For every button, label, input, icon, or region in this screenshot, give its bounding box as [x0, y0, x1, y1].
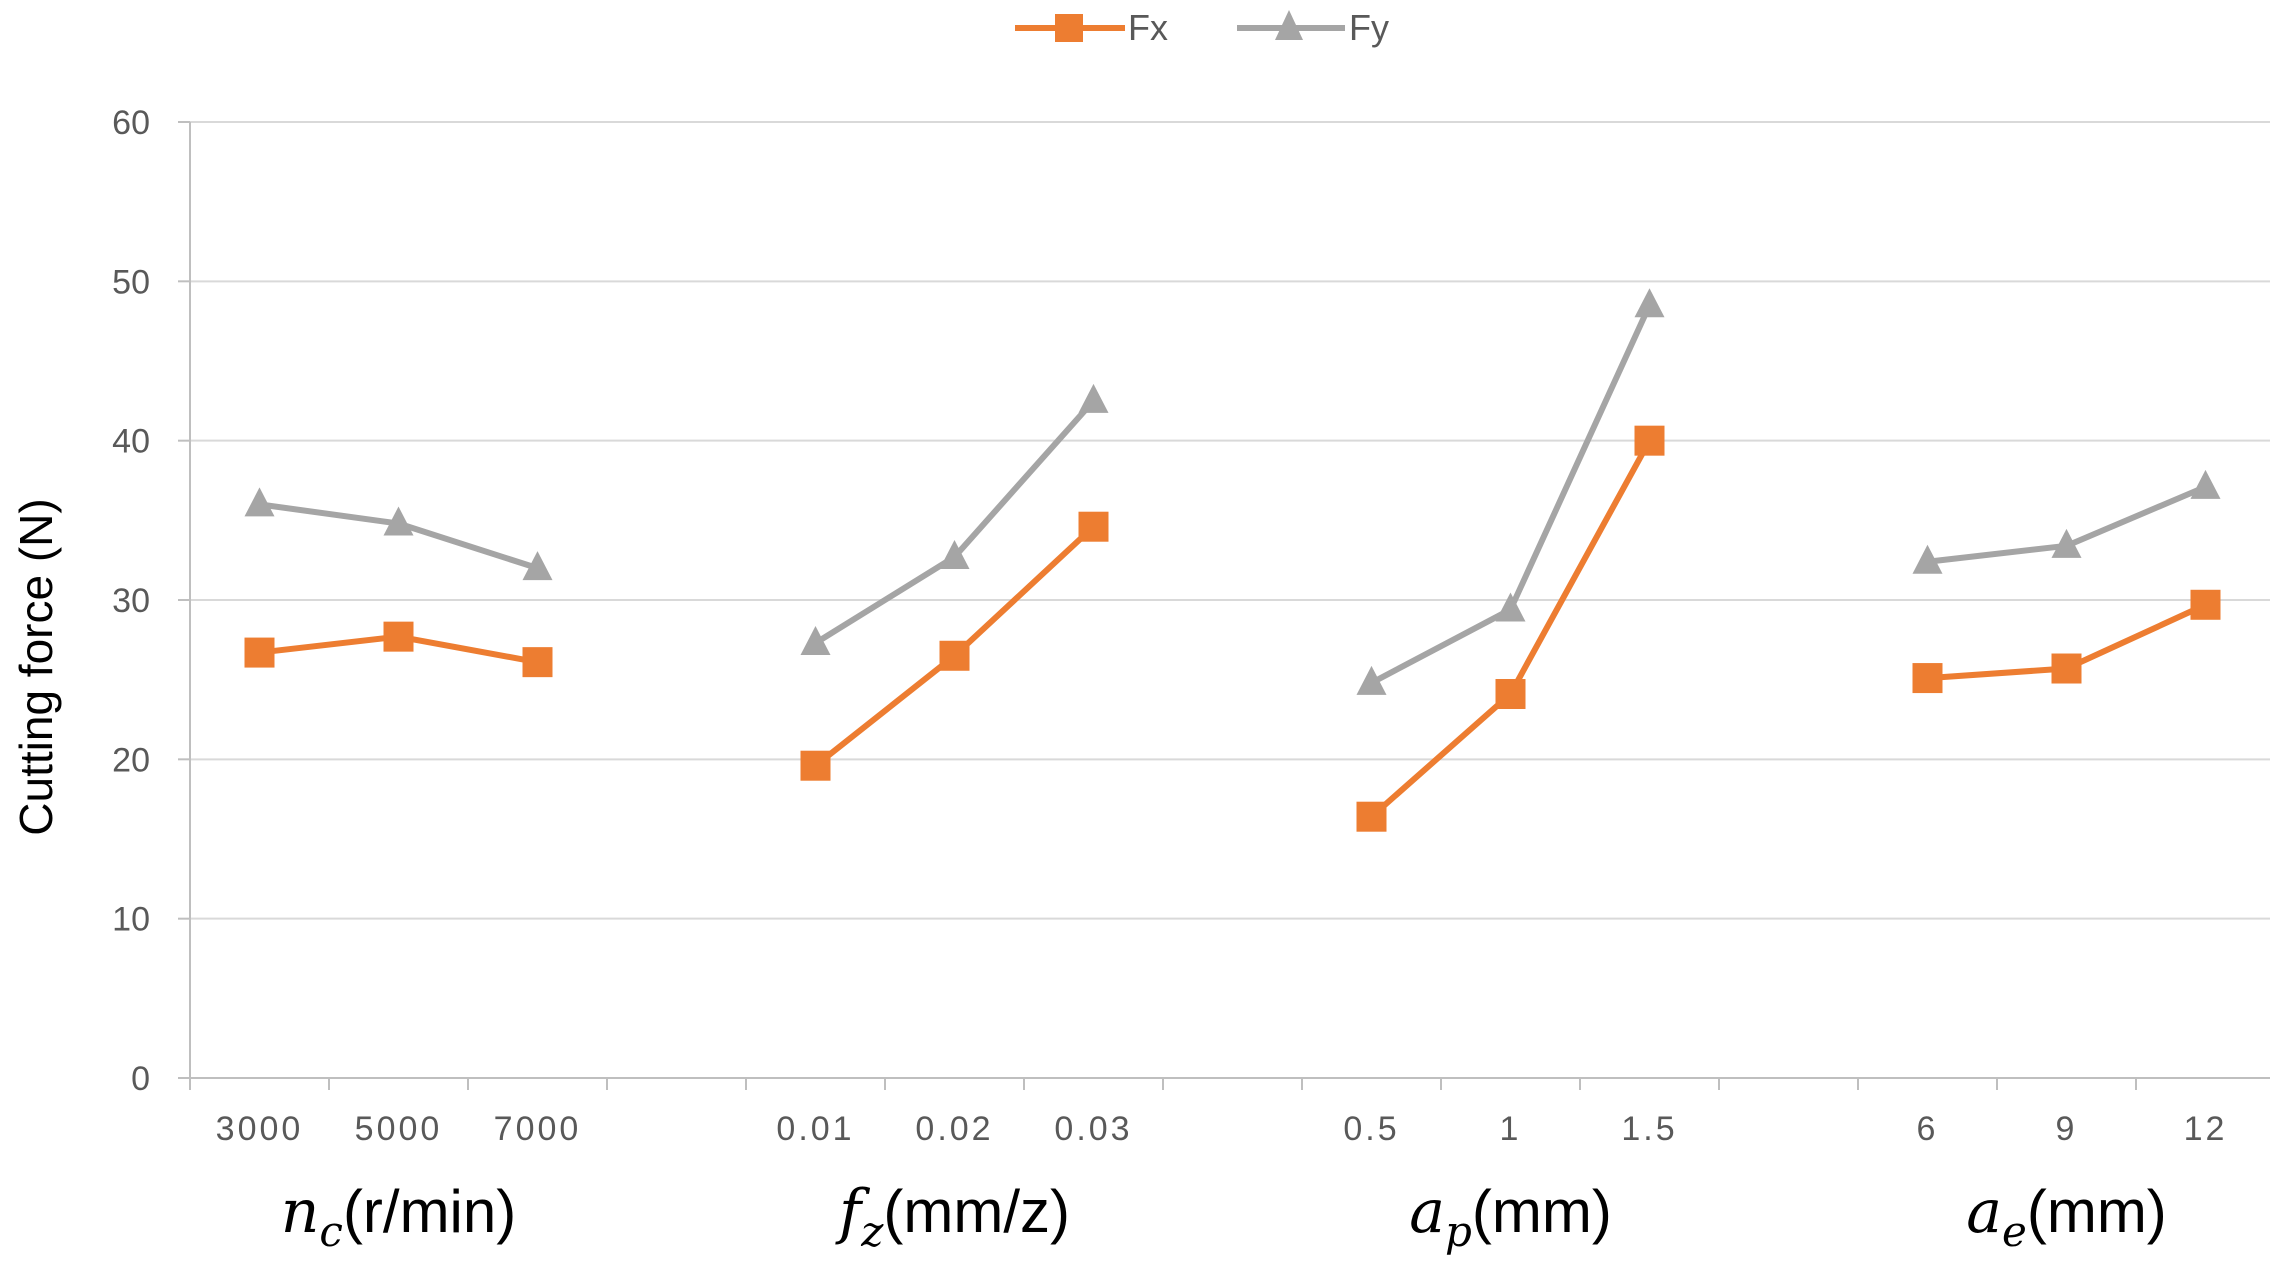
y-axis-title: Cutting force (N) [10, 498, 62, 835]
group-label-unit: (r/min) [343, 1178, 516, 1245]
fx-square-marker [1078, 511, 1109, 542]
x-tick-label: 0.03 [1054, 1110, 1132, 1148]
axes [178, 121, 2270, 1090]
y-tick-label: 40 [112, 423, 150, 461]
fx-square-marker [244, 637, 275, 668]
fx-square-marker [522, 647, 553, 678]
fx-square-marker [1356, 801, 1387, 832]
y-tick-label: 10 [112, 901, 150, 939]
y-tick-label: 20 [112, 741, 150, 779]
x-tick-label: 0.02 [915, 1110, 993, 1148]
legend-fx-square-marker [1055, 14, 1083, 42]
fx-square-marker [2190, 589, 2221, 620]
group-axis-label: ae(mm) [1966, 1177, 2167, 1256]
fy-triangle-marker [1495, 592, 1526, 622]
fy-triangle-marker [244, 487, 275, 517]
group-label-subscript: c [319, 1207, 343, 1256]
legend-fy-label: Fy [1349, 7, 1389, 48]
fy-triangle-marker [1912, 544, 1943, 574]
x-tick-label: 0.5 [1343, 1110, 1399, 1148]
fy-series-line [813, 398, 1096, 646]
y-tick-label: 50 [112, 263, 150, 301]
group-label-unit: (mm) [1472, 1178, 1612, 1245]
x-tick-label: 6 [1917, 1110, 1939, 1148]
group-label-unit: (mm) [2027, 1178, 2167, 1245]
fy-triangle-marker [2190, 469, 2221, 499]
fy-triangle-marker [939, 539, 970, 569]
group-label-subscript: z [860, 1207, 884, 1256]
series-lines [244, 288, 2221, 832]
x-tick-label: 7000 [494, 1110, 582, 1148]
fy-triangle-marker [2051, 528, 2082, 558]
group-label-subscript: e [2002, 1207, 2027, 1256]
group-label-variable: a [1409, 1177, 1445, 1247]
group-label-variable: a [1966, 1177, 2002, 1247]
fx-square-marker [2051, 653, 2082, 684]
fy-triangle-marker [1356, 665, 1387, 695]
group-axis-label: ap(mm) [1409, 1177, 1612, 1256]
group-label-unit: (mm/z) [883, 1178, 1070, 1245]
group-axis-label: nc(r/min) [281, 1177, 516, 1256]
x-tick-label: 0.01 [776, 1110, 854, 1148]
fy-triangle-marker [1078, 383, 1109, 413]
y-tick-label: 60 [112, 104, 150, 142]
group-label-variable: n [281, 1177, 320, 1247]
fx-square-marker [939, 640, 970, 671]
fx-square-marker [383, 621, 414, 652]
group-label-subscript: p [1445, 1207, 1472, 1256]
x-tick-label: 1.5 [1621, 1110, 1677, 1148]
x-tick-label: 12 [2184, 1110, 2228, 1148]
legend: Fx Fy [1015, 7, 1389, 48]
y-tick-label: 30 [112, 582, 150, 620]
group-axis-label: fz(mm/z) [835, 1177, 1070, 1256]
fy-series-line [1370, 303, 1653, 686]
fy-triangle-marker [800, 626, 831, 656]
axis-labels: 0 10 20 30 40 50 60 3000 5000 7000 nc(r/min) 0.01 0.… [112, 104, 2228, 1256]
x-tick-label: 9 [2056, 1110, 2078, 1148]
fx-square-marker [800, 750, 831, 781]
fx-square-marker [1495, 679, 1526, 710]
fy-triangle-marker [522, 551, 553, 581]
legend-fx-label: Fx [1128, 7, 1168, 48]
x-tick-label: 3000 [216, 1110, 304, 1148]
y-tick-label: 0 [131, 1060, 150, 1098]
fy-triangle-marker [1634, 288, 1665, 318]
grid-lines [190, 121, 2270, 920]
fx-square-marker [1912, 663, 1943, 694]
x-tick-label: 5000 [355, 1110, 443, 1148]
legend-fy-triangle-marker [1275, 10, 1303, 40]
fx-square-marker [1634, 425, 1665, 456]
fy-triangle-marker [383, 506, 414, 536]
x-tick-label: 1 [1500, 1110, 1522, 1148]
